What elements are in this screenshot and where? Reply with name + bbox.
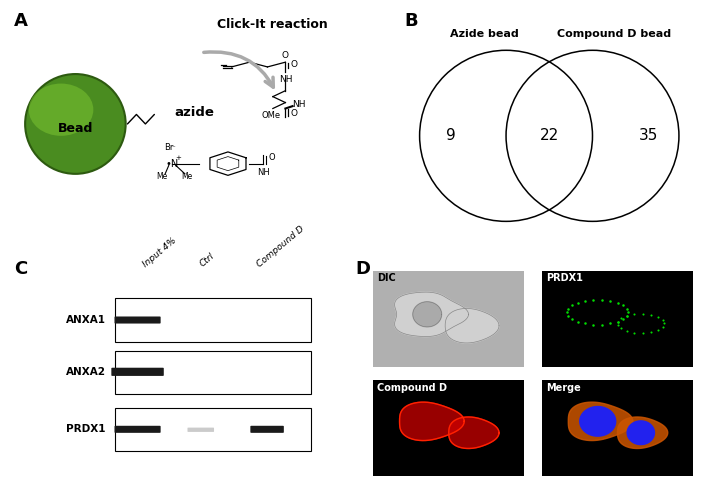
FancyBboxPatch shape	[373, 271, 524, 367]
Text: 35: 35	[638, 128, 658, 144]
Ellipse shape	[29, 84, 93, 136]
Text: Azide bead: Azide bead	[450, 29, 519, 39]
FancyBboxPatch shape	[116, 298, 312, 342]
FancyBboxPatch shape	[116, 408, 312, 451]
FancyBboxPatch shape	[111, 368, 164, 376]
Text: C: C	[14, 260, 27, 278]
Text: Compound D: Compound D	[377, 383, 447, 393]
Polygon shape	[413, 302, 442, 327]
Text: ANXA2: ANXA2	[66, 367, 106, 377]
Polygon shape	[449, 417, 499, 448]
FancyArrowPatch shape	[204, 52, 274, 87]
Text: OMe: OMe	[261, 111, 281, 120]
Polygon shape	[395, 292, 468, 337]
Text: +: +	[175, 155, 181, 161]
Text: Input 4%: Input 4%	[141, 236, 178, 269]
FancyBboxPatch shape	[114, 316, 161, 324]
FancyBboxPatch shape	[187, 428, 214, 432]
Text: PRDX1: PRDX1	[546, 273, 582, 283]
Ellipse shape	[25, 74, 126, 174]
FancyBboxPatch shape	[114, 426, 161, 433]
Text: Ctrl: Ctrl	[198, 251, 216, 269]
Polygon shape	[628, 421, 655, 445]
Text: ⁻: ⁻	[172, 145, 175, 151]
Text: Merge: Merge	[546, 383, 580, 393]
FancyBboxPatch shape	[373, 380, 524, 476]
Text: O: O	[290, 59, 297, 69]
FancyBboxPatch shape	[116, 351, 312, 394]
Text: Br: Br	[164, 144, 174, 152]
Text: PRDX1: PRDX1	[67, 424, 106, 434]
Text: Bead: Bead	[57, 122, 93, 135]
Text: D: D	[355, 260, 370, 278]
Text: Compound D: Compound D	[255, 224, 306, 269]
Text: Compound D bead: Compound D bead	[557, 29, 671, 39]
Polygon shape	[445, 308, 499, 343]
Text: NH: NH	[293, 100, 306, 109]
Polygon shape	[569, 402, 633, 441]
Polygon shape	[580, 406, 615, 436]
Text: 22: 22	[540, 128, 559, 144]
Polygon shape	[400, 402, 464, 441]
Text: azide: azide	[174, 105, 214, 119]
Text: A: A	[14, 12, 28, 30]
Text: NH: NH	[279, 75, 292, 84]
Text: DIC: DIC	[377, 273, 396, 283]
Text: O: O	[269, 153, 275, 162]
Text: •N: •N	[166, 159, 179, 169]
Text: O: O	[290, 109, 297, 118]
FancyBboxPatch shape	[542, 380, 693, 476]
Text: ANXA1: ANXA1	[66, 315, 106, 325]
FancyBboxPatch shape	[251, 426, 284, 433]
Text: O: O	[282, 51, 289, 60]
FancyBboxPatch shape	[542, 271, 693, 367]
Text: B: B	[404, 12, 418, 30]
Text: Me: Me	[181, 172, 192, 181]
Text: Me: Me	[156, 172, 167, 181]
Text: NH: NH	[257, 168, 269, 177]
Polygon shape	[617, 417, 668, 448]
Text: 9: 9	[446, 128, 455, 144]
Text: Click-It reaction: Click-It reaction	[218, 18, 328, 31]
